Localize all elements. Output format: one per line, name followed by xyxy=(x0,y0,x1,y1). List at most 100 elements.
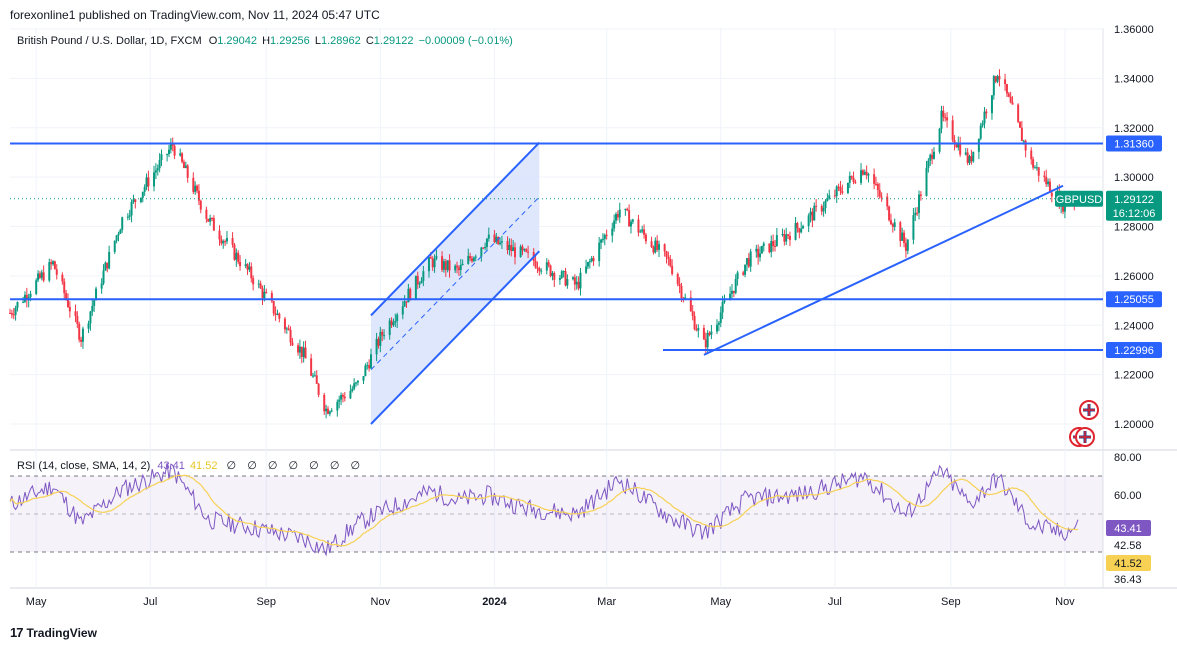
rsi-name[interactable]: RSI (14, close, SMA, 14, 2) xyxy=(17,460,151,472)
symbol-name[interactable]: British Pound / U.S. Dollar, 1D, FXCM xyxy=(17,35,202,47)
candle-body xyxy=(297,345,300,353)
candle-body xyxy=(220,239,223,244)
candle-body xyxy=(435,256,438,259)
candle-body xyxy=(605,234,608,236)
candle-body xyxy=(25,294,28,301)
low-support-tag xyxy=(1106,342,1162,359)
candle-body xyxy=(182,161,185,169)
candle-body xyxy=(499,242,502,245)
candle-body xyxy=(1047,181,1050,185)
candle-body xyxy=(470,258,473,262)
candle-body xyxy=(837,186,840,188)
candle-body xyxy=(959,142,962,155)
candle-body xyxy=(171,144,174,146)
candle-body xyxy=(263,291,266,299)
candle-body xyxy=(540,270,543,272)
support-label: 1.25055 xyxy=(1114,294,1154,306)
candle-body xyxy=(381,331,384,336)
candle-body xyxy=(678,283,681,286)
candle-body xyxy=(536,267,539,269)
candle-body xyxy=(315,375,318,384)
candle-body xyxy=(173,145,176,156)
candle-body xyxy=(158,159,161,169)
low-label: L xyxy=(314,35,321,47)
candle-body xyxy=(514,247,517,258)
candle-body xyxy=(37,273,40,281)
candle-body xyxy=(824,200,827,209)
candle-body xyxy=(207,218,210,222)
candle-body xyxy=(940,110,943,129)
open-value: 1.29042 xyxy=(217,35,258,47)
candle-body xyxy=(461,263,464,266)
candle-body xyxy=(931,154,934,159)
candle-body xyxy=(115,235,118,241)
tradingview-logo-icon: 17 xyxy=(10,625,24,640)
candle-body xyxy=(828,195,831,199)
candle-body xyxy=(835,186,838,197)
candle-body xyxy=(132,199,135,202)
candle-body xyxy=(564,271,567,286)
rsi-axis-label: 60.00 xyxy=(1114,490,1142,502)
candle-body xyxy=(388,320,391,336)
time-axis-label: Nov xyxy=(1055,596,1075,608)
candle-body xyxy=(1019,121,1022,128)
candle-body xyxy=(1020,127,1023,142)
candle-body xyxy=(459,265,462,271)
candle-body xyxy=(893,222,896,227)
candle-body xyxy=(616,214,619,218)
candle-body xyxy=(474,256,477,258)
candle-body xyxy=(665,251,668,257)
candle-body xyxy=(549,265,552,276)
candle-body xyxy=(888,206,891,221)
candle-body xyxy=(414,275,417,299)
candle-body xyxy=(493,234,496,243)
candle-body xyxy=(865,171,868,176)
candle-body xyxy=(981,123,984,126)
candle-body xyxy=(302,347,305,357)
candle-body xyxy=(860,170,863,183)
candle-body xyxy=(566,279,569,286)
candle-body xyxy=(611,228,614,236)
candle-body xyxy=(813,205,816,221)
candle-body xyxy=(1009,96,1012,103)
candle-body xyxy=(846,182,849,193)
price-axis-label: 1.28000 xyxy=(1114,222,1154,234)
candle-body xyxy=(624,208,627,210)
candle-body xyxy=(218,230,221,240)
candle-body xyxy=(403,301,406,307)
time-axis-label: Jul xyxy=(143,596,157,608)
candle-body xyxy=(598,242,601,262)
candle-body xyxy=(1043,175,1046,177)
candle-body xyxy=(932,151,935,159)
candle-body xyxy=(16,301,19,308)
candle-body xyxy=(154,170,157,173)
candle-body xyxy=(723,300,726,303)
candle-body xyxy=(577,281,580,289)
candle-body xyxy=(579,272,582,289)
candle-body xyxy=(1045,176,1048,185)
candle-body xyxy=(628,210,631,227)
candle-body xyxy=(768,243,771,253)
candle-body xyxy=(209,217,212,222)
time-axis-label: May xyxy=(710,596,731,608)
candle-body xyxy=(850,175,853,178)
candle-body xyxy=(637,219,640,233)
candle-body xyxy=(433,258,436,268)
tradingview-footer[interactable]: 17 TradingView xyxy=(10,625,97,640)
candle-body xyxy=(283,318,286,330)
candle-body xyxy=(553,272,556,280)
candle-body xyxy=(141,191,144,198)
price-axis-label: 1.22000 xyxy=(1114,370,1154,382)
candle-body xyxy=(762,243,765,247)
candle-body xyxy=(585,266,588,273)
na-value: ∅ xyxy=(309,460,319,472)
candle-body xyxy=(794,222,797,240)
candle-body xyxy=(1048,181,1051,193)
candle-body xyxy=(40,272,43,278)
countdown-label: 16:12:06 xyxy=(1113,208,1156,220)
candle-body xyxy=(469,255,472,259)
candle-body xyxy=(826,198,829,201)
candle-body xyxy=(716,324,719,332)
candle-body xyxy=(508,244,511,251)
